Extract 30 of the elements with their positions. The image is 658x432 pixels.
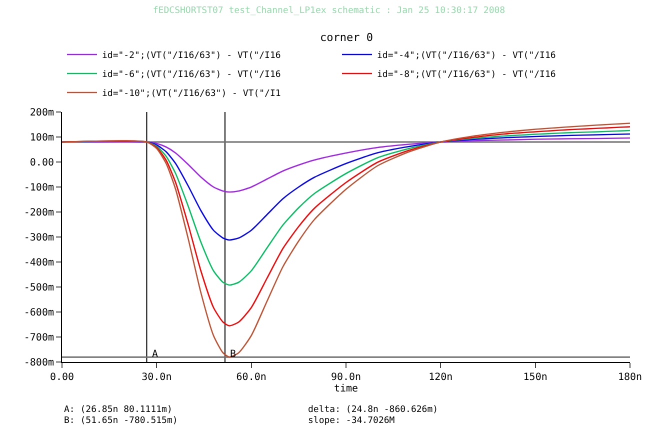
chart-title: fEDCSHORTST07 test_Channel_LP1ex schematic : Jan 25 10:30:17 2008 [152,6,506,16]
y-tick-label: -100m [24,182,54,194]
x-tick-label: 60.0n [236,372,266,383]
legend-label: id="-4";(VT("/I16/63") - VT("/I16 [377,51,556,62]
y-tick-label: -200m [24,208,54,218]
y-tick-label: 100m [30,132,54,144]
x-tick-label: 30.0n [142,372,172,383]
x-tick-label: 90.0n [330,372,362,383]
legend-label: id="-10";(VT("/I16/63") - VT("/I1 [102,89,281,100]
x-tick-label: 150n [523,372,548,383]
legend-label: id="-6";(VT("/I16/63") - VT("/I16 [102,70,281,80]
text: B: (51.65n -780.515m) [64,416,178,426]
y-tick-label: -800m [24,358,54,368]
x-axis-title: time [334,384,358,394]
y-tick-label: 200m [30,108,54,118]
chart-subtitle: corner 0 [320,31,373,44]
x-tick-label: 0.00 [50,372,74,383]
legend-label: id="-2";(VT("/I16/63") - VT("/I16 [102,51,281,62]
y-tick-label: -300m [24,232,54,244]
y-tick-label: -500m [24,282,54,294]
y-tick-label: -400m [24,258,54,268]
text: delta: (24.8n -860.626m) [308,405,438,415]
y-tick-label: -700m [24,332,54,344]
legend-label: id="-8";(VT("/I16/63") - VT("/I16 [377,70,556,80]
y-tick-label: 0.00 [30,158,54,168]
text: slope: -34.7026M [308,416,396,426]
y-tick-label: -600m [24,308,54,318]
x-tick-label: 120n [428,372,453,383]
x-tick-label: 180n [618,372,642,383]
text: A: (26.85n 80.1111m) [64,405,172,415]
